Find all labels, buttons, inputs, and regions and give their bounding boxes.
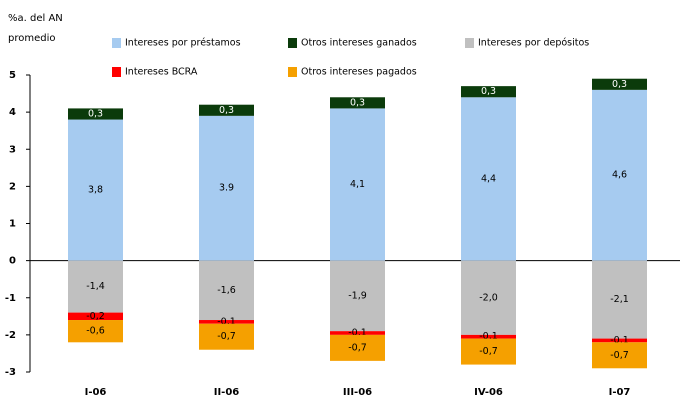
- legend-swatch: [465, 38, 474, 48]
- y-axis-label: %a. del AN: [8, 13, 63, 24]
- data-label: 3,8: [88, 185, 103, 196]
- data-label: -1,6: [217, 285, 236, 296]
- x-tick-label: III-06: [343, 387, 372, 398]
- legend-label: Intereses BCRA: [125, 67, 198, 78]
- data-label: 4,1: [350, 179, 365, 190]
- bar-segment: [199, 320, 254, 324]
- bar-segment: [330, 260, 385, 332]
- x-tick-label: I-07: [609, 387, 631, 398]
- data-label: -2,1: [610, 294, 629, 305]
- bar-segment: [461, 86, 516, 98]
- bar-segment: [592, 260, 647, 339]
- bar-segment: [68, 312, 123, 321]
- bar-segment: [330, 331, 385, 335]
- y-tick-label: 3: [9, 144, 16, 155]
- legend-label: Otros intereses ganados: [301, 38, 417, 49]
- y-tick-label: 1: [9, 219, 16, 230]
- bar-segment: [68, 320, 123, 343]
- y-tick-label: -1: [5, 293, 16, 304]
- legend-swatch: [288, 67, 297, 77]
- y-tick-label: 5: [9, 70, 16, 81]
- bar-segment: [592, 89, 647, 261]
- data-label: -2,0: [479, 292, 498, 303]
- data-label: 0,3: [612, 79, 627, 90]
- y-tick-label: 4: [9, 107, 16, 118]
- bar-segment: [199, 260, 254, 321]
- data-label: -0,7: [348, 342, 367, 353]
- legend-label: Intereses por préstamos: [125, 38, 241, 49]
- data-label: 4,6: [612, 170, 627, 181]
- data-label: 0,3: [219, 105, 234, 116]
- legend-label: Intereses por depósitos: [478, 38, 589, 49]
- bar-segment: [461, 338, 516, 365]
- bar-segment: [461, 334, 516, 339]
- x-tick-label: IV-06: [474, 387, 503, 398]
- bar-segment: [199, 104, 254, 116]
- data-label: 4,4: [481, 173, 496, 184]
- legend-swatch: [112, 67, 121, 77]
- bar-segment: [68, 260, 123, 313]
- bar-segment: [330, 334, 385, 361]
- data-label: -0,1: [479, 331, 498, 342]
- x-tick-label: I-06: [85, 387, 107, 398]
- bar-segment: [461, 97, 516, 261]
- bar-segment: [592, 342, 647, 369]
- y-axis-label: promedio: [8, 33, 56, 44]
- data-label: -0,1: [348, 328, 367, 339]
- legend-label: Otros intereses pagados: [301, 67, 417, 78]
- bar-segment: [330, 97, 385, 109]
- legend-swatch: [288, 38, 297, 48]
- data-label: 0,3: [88, 108, 103, 119]
- bar-segment: [199, 115, 254, 261]
- data-label: -0,1: [217, 316, 236, 327]
- y-tick-label: 2: [9, 181, 16, 192]
- y-tick-label: -2: [5, 330, 16, 341]
- legend-swatch: [112, 38, 121, 48]
- bar-segment: [461, 260, 516, 335]
- y-tick-label: -3: [5, 367, 16, 378]
- bar-segment: [592, 338, 647, 343]
- data-label: -0,7: [217, 331, 236, 342]
- data-label: -0,6: [86, 326, 105, 337]
- bar-segment: [592, 78, 647, 90]
- data-label: 0,3: [481, 86, 496, 97]
- bar-segment: [199, 323, 254, 350]
- bar-segment: [68, 108, 123, 120]
- data-label: -0,7: [479, 346, 498, 357]
- y-tick-label: 0: [9, 256, 16, 267]
- data-label: 0,3: [350, 97, 365, 108]
- x-tick-label: II-06: [214, 387, 240, 398]
- data-label: -1,4: [86, 281, 105, 292]
- data-label: 3.9: [219, 183, 234, 194]
- data-label: -0,2: [86, 311, 105, 322]
- data-label: -0,1: [610, 335, 629, 346]
- data-label: -0,7: [610, 350, 629, 361]
- bar-segment: [330, 108, 385, 261]
- bar-segment: [68, 119, 123, 261]
- data-label: -1,9: [348, 290, 367, 301]
